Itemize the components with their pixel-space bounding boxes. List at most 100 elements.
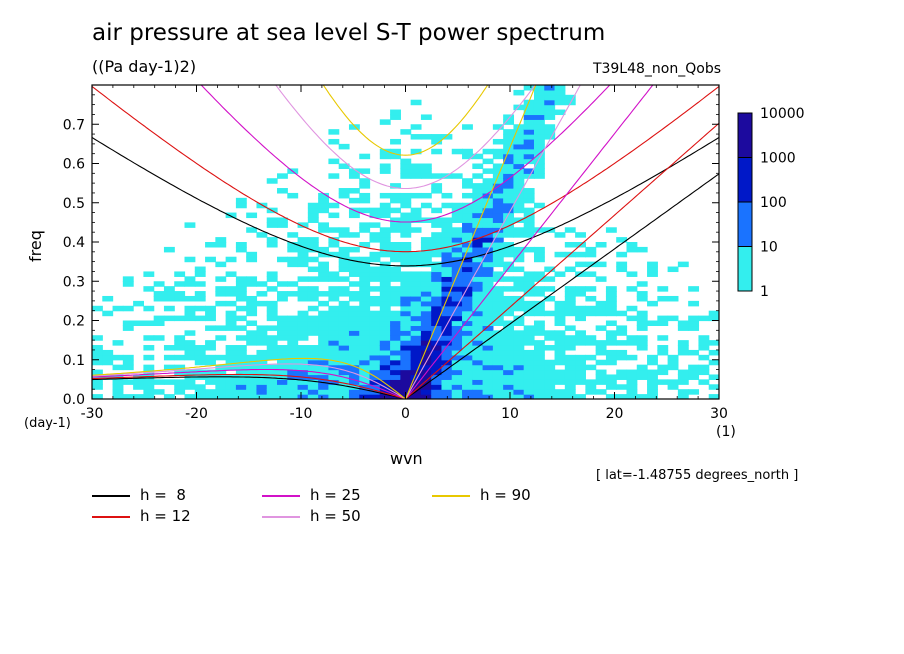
heatmap-cell (554, 389, 566, 395)
heatmap-cell (225, 384, 237, 390)
heatmap-cell (328, 354, 340, 361)
heatmap-cell (184, 384, 196, 390)
heatmap-cell (122, 364, 134, 371)
heatmap-cell (544, 389, 556, 395)
heatmap-cell (523, 119, 535, 125)
heatmap-cell (544, 94, 556, 101)
heatmap-cell (246, 369, 258, 376)
heatmap-cell (523, 271, 535, 277)
heatmap-cell (246, 389, 258, 395)
heatmap-cell (544, 104, 556, 111)
heatmap-cell (235, 335, 247, 341)
heatmap-cell (503, 246, 515, 253)
heatmap-cell (523, 109, 535, 116)
heatmap-cell (492, 202, 504, 209)
heatmap-cell (266, 374, 278, 380)
heatmap-cell (698, 340, 710, 346)
heatmap-cell (647, 384, 658, 390)
heatmap-cell (235, 369, 247, 376)
heatmap-cell (451, 276, 463, 282)
heatmap-cell (533, 369, 545, 376)
heatmap-cell (441, 261, 453, 268)
heatmap-cell (235, 345, 247, 351)
heatmap-cell (677, 325, 689, 331)
heatmap-cell (564, 354, 576, 361)
heatmap-cell (595, 389, 607, 395)
heatmap-cell (390, 300, 401, 307)
legend-swatch (262, 494, 300, 497)
heatmap-cell (297, 394, 309, 399)
heatmap-cell (523, 300, 535, 307)
heatmap-cell (431, 173, 443, 179)
heatmap-cell (451, 369, 463, 376)
heatmap-cell (297, 261, 309, 268)
heatmap-cell (472, 192, 484, 199)
heatmap-cell (441, 266, 453, 273)
heatmap-cell (503, 300, 515, 307)
heatmap-cell (112, 379, 124, 385)
heatmap-cell (400, 291, 412, 297)
heatmap-cell (390, 183, 401, 189)
heatmap-cell (338, 227, 350, 233)
heatmap-cell (492, 340, 504, 346)
heatmap-cell (359, 261, 371, 268)
x-tick-label: -30 (81, 406, 104, 422)
heatmap-cell (277, 354, 288, 361)
heatmap-cell (708, 384, 719, 390)
colorbar-swatch (738, 246, 752, 291)
heatmap-cell (544, 379, 556, 385)
heatmap-cell (379, 330, 391, 336)
heatmap-cell (462, 266, 473, 273)
heatmap-cell (575, 354, 586, 361)
heatmap-cell (122, 394, 134, 399)
heatmap-cell (503, 163, 515, 170)
heatmap-cell (647, 266, 658, 273)
heatmap-cell (503, 173, 515, 179)
heatmap-cell (246, 364, 258, 371)
heatmap-cell (472, 369, 484, 376)
heatmap-cell (400, 286, 412, 292)
heatmap-cell (225, 325, 237, 331)
heatmap-cell (266, 276, 278, 282)
heatmap-cell (533, 89, 545, 96)
heatmap-cell (287, 345, 299, 351)
heatmap-cell (400, 325, 412, 331)
heatmap-cell (472, 335, 484, 341)
heatmap-cell (482, 364, 494, 371)
heatmap-cell (256, 335, 268, 341)
heatmap-cell (677, 394, 689, 399)
heatmap-cell (400, 163, 412, 170)
heatmap-cell (307, 291, 319, 297)
heatmap-cell (533, 134, 545, 140)
heatmap-cell (575, 359, 586, 366)
heatmap-cell (513, 345, 525, 351)
heatmap-cell (400, 173, 412, 179)
heatmap-cell (348, 330, 360, 336)
heatmap-cell (215, 384, 227, 390)
heatmap-cell (348, 354, 360, 361)
heatmap-cell (400, 389, 412, 395)
heatmap-cell (266, 242, 278, 248)
heatmap-cell (482, 256, 494, 263)
heatmap-cell (492, 197, 504, 204)
heatmap-cell (328, 242, 340, 248)
heatmap-cell (277, 173, 288, 179)
heatmap-cell (328, 291, 340, 297)
dispersion-curve-h90-kelvin (404, 85, 537, 399)
heatmap-cell (472, 173, 484, 179)
heatmap-cell (636, 295, 648, 302)
heatmap-cell (472, 256, 484, 263)
heatmap-cell (708, 394, 719, 399)
heatmap-cell (472, 197, 484, 204)
heatmap-cell (338, 369, 350, 376)
heatmap-cell (307, 286, 319, 292)
heatmap-cell (647, 374, 658, 380)
heatmap-cell (390, 271, 401, 277)
heatmap-cell (379, 335, 391, 341)
heatmap-cell (184, 394, 196, 399)
heatmap-cell (482, 335, 494, 341)
heatmap-cell (379, 207, 391, 214)
heatmap-cell (431, 138, 443, 145)
heatmap-cell (348, 266, 360, 273)
heatmap-cell (523, 276, 535, 282)
